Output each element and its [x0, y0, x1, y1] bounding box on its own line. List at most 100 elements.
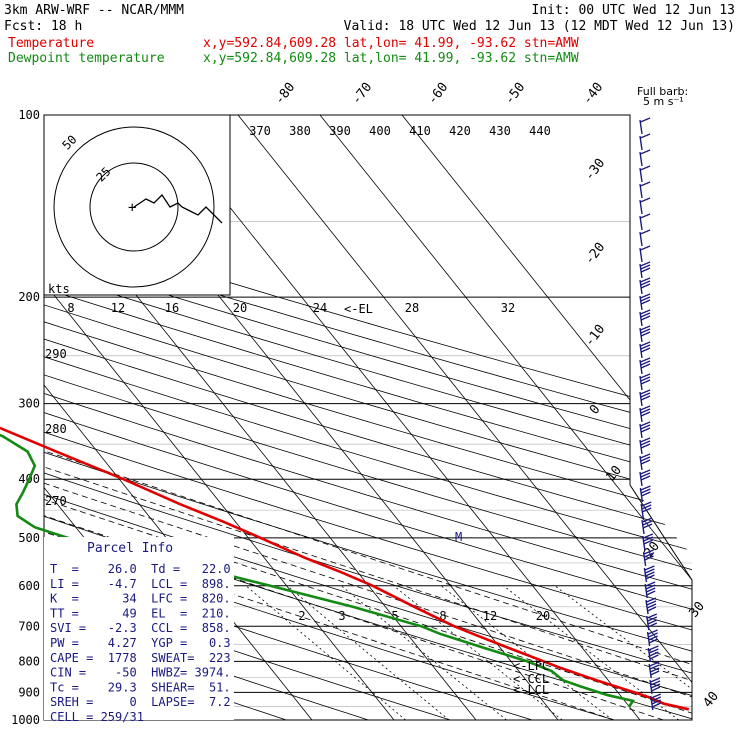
wind-barb-flag [645, 584, 656, 590]
parcel-info-row: CELL = 259/31 [50, 710, 144, 724]
wind-barb-flag [640, 325, 651, 331]
dry-adiabat [44, 115, 492, 720]
theta-label: 370 [249, 124, 271, 138]
wind-barb-flag [640, 283, 651, 289]
wind-barb-flag [640, 299, 651, 305]
theta-label: 390 [329, 124, 351, 138]
wind-barb [641, 519, 645, 535]
wind-barb [647, 647, 652, 663]
mixing-ratio-labels: 2 3 5 8 12 20 [298, 609, 550, 623]
wind-barb-flag [640, 309, 651, 315]
wind-barb-flag [640, 264, 651, 270]
parcel-info-row: SVI = -2.3 CCL = 858. [50, 621, 231, 635]
parcel-info-row: SREH = 0 LAPSE= 7.2 [50, 695, 231, 709]
wind-barb [639, 295, 643, 311]
wind-barb-flag [648, 632, 658, 638]
parcel-info-background [44, 537, 234, 720]
pressure-label: 100 [18, 108, 40, 122]
hodograph-ring-outer [53, 126, 215, 288]
dewpoint-profile [0, 433, 636, 708]
header: 3km ARW-WRF -- NCAR/MMM Init: 00 UTC Wed… [4, 3, 735, 66]
wind-barb-flag [640, 469, 651, 475]
wind-barb-flag [640, 347, 651, 353]
init-time: Init: 00 UTC Wed 12 Jun 13 [532, 3, 736, 18]
wind-barb [639, 359, 643, 375]
hodograph-ring-inner [89, 162, 179, 252]
wind-barb-flag [642, 520, 653, 526]
pressure-label: 300 [18, 397, 40, 411]
wind-barb-flag [640, 165, 651, 171]
wind-barb-flag [646, 590, 656, 596]
wind-barb-flag [640, 408, 651, 414]
mixing-ratio-label: 2 [298, 609, 305, 623]
wind-barb-flag [640, 149, 651, 155]
wind-barb-flag [640, 181, 651, 187]
pressure-label: 800 [18, 654, 40, 668]
wind-barb [639, 183, 643, 199]
dry-adiabat [44, 115, 692, 720]
parcel-info-rows: T = 26.0 Td = 22.0LI = -4.7 LCL = 898.K … [50, 562, 231, 724]
wind-barb-flag [640, 213, 651, 219]
wind-barb-flag [643, 533, 654, 539]
wind-barb-flag [650, 677, 661, 683]
dry-adiabat [44, 115, 692, 720]
parcel-info-title: Parcel Info [87, 541, 173, 556]
mixing-ratio-line [245, 585, 406, 720]
wind-barb-flag [642, 523, 653, 529]
wind-barb-flag [640, 437, 651, 443]
wind-barb-flag [640, 443, 651, 449]
wind-barbs [639, 117, 662, 711]
wind-barb [639, 391, 643, 407]
adiabat-label: 280 [45, 422, 67, 436]
wind-barb-flag [640, 459, 651, 465]
m-marker: M [455, 530, 462, 544]
wind-barb-flag [640, 421, 651, 427]
wind-barb [640, 503, 644, 519]
wind-barb-flag [640, 392, 651, 398]
wind-barb [639, 215, 643, 231]
wind-barb-flag [640, 357, 651, 363]
wind-barb-flag [647, 619, 658, 625]
speed-label: 16 [165, 301, 179, 315]
wind-barb-flag [640, 245, 651, 251]
dry-adiabat [44, 115, 692, 720]
wind-barb [644, 583, 648, 599]
dry-adiabat [44, 115, 692, 720]
pressure-label: 900 [18, 685, 40, 699]
wind-barb-flag [644, 565, 655, 571]
speed-label: 8 [67, 301, 74, 315]
wind-barb-flag [643, 539, 654, 545]
wind-barb-flag [648, 648, 659, 654]
mixing-ratio-label: 5 [391, 609, 398, 623]
dry-adiabat [44, 115, 692, 720]
wind-barb-flag [643, 536, 654, 542]
theta-labels: 370 380 390 400 410 420 430 440 [249, 124, 551, 138]
wind-barb-flag [645, 571, 655, 577]
mixing-ratio-line [341, 585, 507, 720]
wind-barb-flag [650, 670, 660, 676]
wind-barb-flag [640, 344, 651, 350]
theta-label: 400 [369, 124, 391, 138]
dry-adiabat [44, 115, 692, 720]
wind-barb [649, 679, 653, 695]
mixing-ratio-line [440, 585, 613, 720]
wind-barb [639, 199, 643, 215]
speed-label: 24 [313, 301, 327, 315]
wind-barb-flag [648, 645, 659, 651]
wind-barb [639, 455, 643, 471]
valid-time: Valid: 18 UTC Wed 12 Jun 13 (12 MDT Wed … [344, 19, 735, 34]
wind-barb-flag [640, 453, 651, 459]
parcel-info-row: LI = -4.7 LCL = 898. [50, 577, 231, 591]
hodograph-trace [133, 193, 223, 224]
wind-barb [639, 119, 643, 135]
wind-barb-flag [651, 696, 662, 702]
dewpoint-location: x,y=592.84,609.28 lat,lon= 41.99, -93.62… [203, 51, 579, 66]
theta-label: 410 [409, 124, 431, 138]
wind-barb [646, 615, 650, 631]
wind-barb-flag [640, 360, 651, 366]
theta-label: 440 [529, 124, 551, 138]
wind-barb-flag [640, 440, 651, 446]
mixing-ratio-line [393, 585, 563, 720]
dry-adiabat [44, 115, 692, 720]
